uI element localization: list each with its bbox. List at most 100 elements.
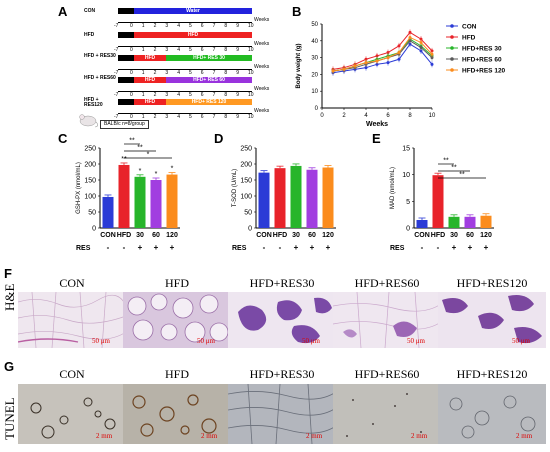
category-label: 30 (136, 232, 144, 239)
he-title: HFD (164, 276, 189, 290)
x-tick-label: 4 (364, 113, 368, 119)
design-tick-label: 0 (130, 114, 133, 120)
design-tick-label: 9 (236, 92, 239, 98)
design-tick-label: -7 (114, 70, 119, 76)
design-tick-label: 8 (224, 70, 228, 76)
bar (322, 167, 334, 228)
design-phase-bar: Water (134, 8, 252, 14)
legend-marker (450, 46, 454, 50)
design-tick-label: 6 (200, 92, 204, 98)
legend-marker (450, 68, 454, 72)
category-label: 60 (466, 232, 474, 239)
design-tick-label: 3 (165, 92, 169, 98)
he-scale-bar: 50 μm (407, 337, 425, 345)
category-label: CON (100, 232, 116, 239)
design-tick-label: 0 (130, 47, 133, 53)
design-weeks-label: Weeks (254, 86, 270, 92)
data-point (419, 37, 423, 41)
data-point (342, 67, 346, 71)
tunel-image-res60 (333, 384, 441, 444)
design-tick-label: 8 (224, 47, 228, 53)
design-tick-label: 10 (248, 92, 254, 98)
design-tick-label: 2 (153, 47, 157, 53)
category-label: 120 (480, 232, 492, 239)
design-tick-label: 5 (189, 92, 192, 98)
design-hfd-bar: HFD (134, 99, 166, 105)
significance-star: * (155, 171, 158, 178)
design-tick-label: 3 (165, 23, 169, 29)
category-label: HFD (431, 232, 445, 239)
design-row-label: CON (84, 8, 96, 14)
bar (102, 196, 114, 228)
res-sign: - (107, 243, 110, 252)
he-scale-bar: 50 μm (92, 337, 110, 345)
design-acclim-bar (118, 55, 134, 61)
res-sign: + (452, 243, 457, 252)
data-point (386, 56, 390, 60)
y-axis-label: Body weight (g) (296, 44, 302, 89)
body-weight-chart: 0 10 20 30 40 50 0 2 4 6 8 10 Weeks Body weight (g) CO… (296, 22, 506, 128)
design-tick-label: 4 (177, 92, 180, 98)
design-tick-label: 6 (200, 23, 204, 29)
design-tick-label: 4 (177, 23, 180, 29)
significance-star: ** (121, 156, 127, 163)
panel-label-c: C (58, 131, 68, 146)
category-label: 120 (322, 232, 334, 239)
design-tick-label: 1 (141, 47, 145, 53)
legend-label: CON (462, 24, 477, 31)
x-tick-label: 8 (408, 113, 412, 119)
he-title: HFD+RES60 (354, 276, 420, 290)
design-weeks-label: Weeks (254, 41, 270, 47)
design-weeks-label: Weeks (254, 108, 270, 114)
bar (480, 215, 492, 228)
y-tick-label: 100 (84, 194, 96, 201)
design-tick-label: 9 (236, 114, 239, 120)
y-tick-label: 150 (240, 178, 252, 185)
res-sign: - (421, 243, 424, 252)
tunel-image-res30 (228, 384, 336, 444)
he-image-res60 (333, 292, 441, 348)
bar (134, 176, 146, 228)
tunel-title: HFD+RES120 (456, 367, 528, 381)
data-point (408, 42, 412, 46)
data-point (364, 66, 368, 70)
he-title: HFD+RES120 (456, 276, 528, 290)
design-tick-label: -7 (114, 114, 119, 120)
series-line (332, 36, 433, 72)
data-point (408, 30, 412, 34)
design-tick-label: 1 (141, 92, 145, 98)
y-axis-label: MAD (nmol/mL) (390, 167, 396, 209)
data-point (397, 44, 401, 48)
he-row-label: H&E (2, 283, 17, 311)
x-tick-label: 6 (386, 113, 390, 119)
design-schematic: CON Water -7 0 1 2 3 4 5 6 7 8 9 10 Weeks HFD HFD -… (79, 4, 269, 129)
tunel-scale-bar: 2 mm (96, 432, 113, 440)
legend-label: HFD+RES 120 (462, 68, 506, 75)
res-sign: + (170, 243, 175, 252)
category-label: 60 (308, 232, 316, 239)
design-tick-label: 7 (212, 47, 216, 53)
y-tick-label: 150 (84, 178, 96, 185)
significance-label: * (147, 152, 150, 159)
category-label: 120 (166, 232, 178, 239)
design-tick-label: 5 (189, 70, 192, 76)
mouse-icon (79, 114, 98, 128)
y-tick-label: 10 (311, 89, 318, 95)
legend-label: HFD (462, 35, 476, 42)
y-tick-label: 250 (84, 146, 96, 153)
y-tick-label: 50 (244, 210, 252, 217)
he-image-res30 (228, 292, 336, 348)
design-phase-bar: HFD+ RES 30 (166, 55, 252, 61)
he-scale-bar: 50 μm (512, 337, 530, 345)
data-point (408, 35, 412, 39)
tunel-scale-bar: 2 mm (306, 432, 323, 440)
category-label: HFD (117, 232, 131, 239)
category-label: 30 (450, 232, 458, 239)
design-acclim-bar (118, 77, 134, 83)
res-sign: + (154, 243, 159, 252)
design-weeks-label: Weeks (254, 64, 270, 70)
design-tick-label: 4 (177, 47, 180, 53)
y-axis-label: T-SOD (U/mL) (232, 169, 238, 207)
